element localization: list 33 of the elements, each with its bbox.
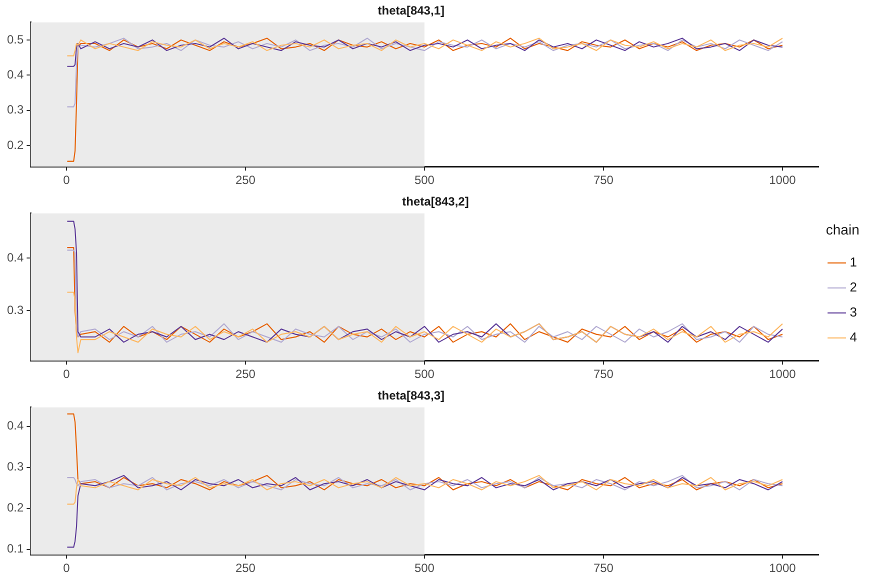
- chart-title: theta[843,1]: [378, 4, 444, 18]
- x-tick-label: 500: [414, 367, 435, 382]
- x-tick-label: 500: [414, 173, 435, 188]
- y-tick-label: 0.3: [6, 460, 24, 474]
- x-tick-label: 250: [235, 367, 256, 382]
- x-tick-label: 750: [593, 173, 614, 188]
- x-tick-label: 0: [63, 561, 70, 576]
- y-tick-label: 0.1: [6, 542, 24, 556]
- y-tick-label: 0.4: [6, 250, 24, 264]
- legend-title: chain: [826, 221, 860, 238]
- y-tick-label: 0.4: [6, 67, 24, 82]
- x-tick-label: 0: [63, 173, 70, 188]
- x-tick-label: 750: [593, 367, 614, 382]
- legend-label: 3: [850, 304, 858, 320]
- x-tick-label: 250: [235, 173, 256, 188]
- y-tick-label: 0.4: [6, 418, 24, 433]
- legend-label: 1: [850, 254, 858, 270]
- x-tick-label: 1000: [769, 367, 796, 382]
- x-tick-label: 250: [235, 561, 256, 576]
- y-tick-label: 0.5: [6, 32, 24, 46]
- x-tick-label: 500: [414, 561, 435, 576]
- y-tick-label: 0.3: [6, 302, 24, 317]
- chart-title: theta[843,2]: [402, 194, 469, 209]
- legend-label: 4: [850, 329, 858, 344]
- chart-title: theta[843,3]: [378, 388, 444, 403]
- x-tick-label: 1000: [769, 561, 796, 576]
- x-tick-label: 1000: [769, 173, 796, 188]
- y-tick-label: 0.3: [6, 102, 24, 117]
- legend-label: 2: [850, 279, 858, 294]
- y-tick-label: 0.2: [6, 500, 24, 515]
- y-tick-label: 0.2: [6, 138, 24, 152]
- x-tick-label: 0: [63, 367, 70, 382]
- x-tick-label: 750: [593, 561, 614, 576]
